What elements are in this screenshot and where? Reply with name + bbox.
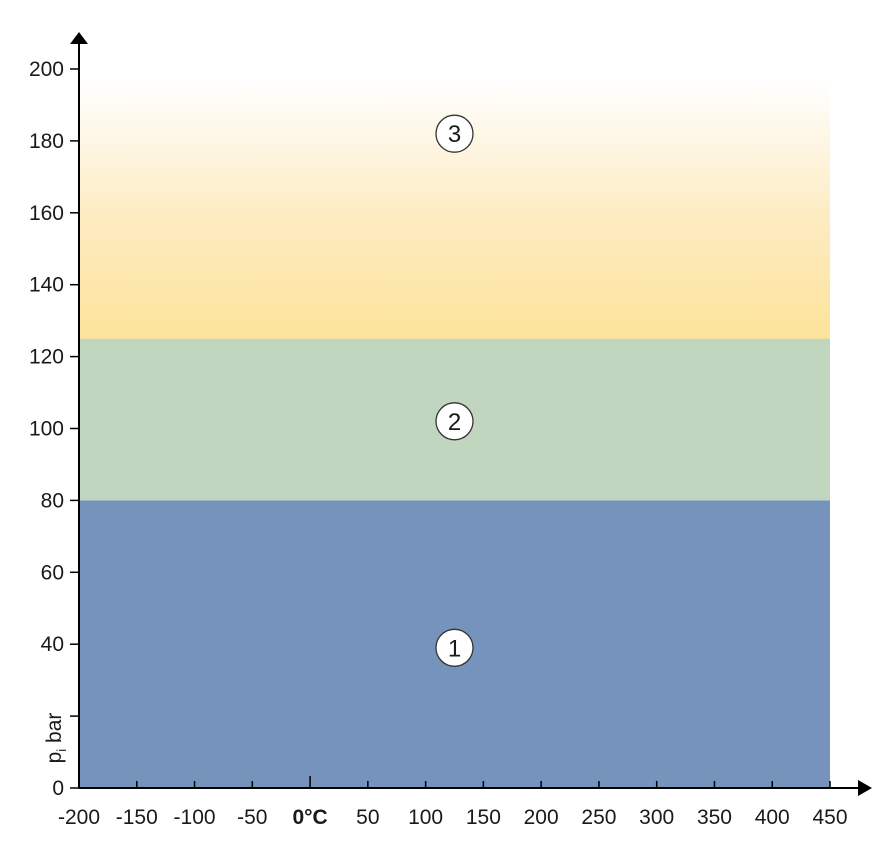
x-tick-label: 400 (755, 806, 790, 829)
x-tick-label: -200 (58, 806, 100, 829)
y-tick-label: 60 (41, 561, 64, 584)
zone-marker-circle (435, 114, 474, 153)
x-tick-label: 50 (356, 806, 379, 829)
x-tick-label: -50 (237, 806, 267, 829)
labels-layer: -200 -150 -100 -50 0°C 50 100 150 200 250 300 350 40… (29, 58, 848, 829)
x-tick-label: 350 (697, 806, 732, 829)
y-tick-label: 0 (52, 777, 64, 800)
x-tick-label: 250 (581, 806, 616, 829)
zone-marker-circle (435, 402, 474, 441)
axes-layer (70, 32, 872, 796)
zone-1-marker: 1 (435, 628, 474, 667)
zone-3-marker: 3 (435, 114, 474, 153)
y-tick-label: 200 (29, 58, 64, 81)
y-tick-label: 40 (41, 633, 64, 656)
y-tick-label: 160 (29, 202, 64, 225)
y-tick-label: 80 (41, 489, 64, 512)
x-tick-label: 450 (812, 806, 847, 829)
y-tick-label: 100 (29, 418, 64, 441)
y-tick-label: 140 (29, 274, 64, 297)
x-tick-label: 300 (639, 806, 674, 829)
x-tick-label: 200 (524, 806, 559, 829)
zone-marker-label: 3 (448, 121, 461, 148)
y-axis-label: pi bar (43, 713, 69, 764)
x-tick-label: 150 (466, 806, 501, 829)
x-tick-label: -150 (116, 806, 158, 829)
x-tick-label: 0°C (292, 806, 327, 829)
y-tick-label: 180 (29, 130, 64, 153)
zone-marker-label: 1 (448, 635, 461, 662)
zone-marker-circle (435, 628, 474, 667)
x-tick-label: -100 (174, 806, 216, 829)
y-tick-label: 120 (29, 346, 64, 369)
x-tick-label: 100 (408, 806, 443, 829)
zone-marker-label: 2 (448, 409, 461, 436)
zone-2-marker: 2 (435, 402, 474, 441)
y-axis-arrow-icon (70, 32, 88, 44)
x-axis-arrow-icon (858, 780, 872, 796)
